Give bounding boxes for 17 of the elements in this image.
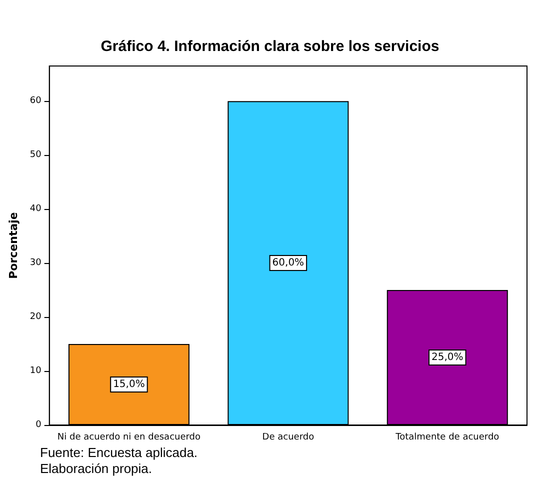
- y-tick-label: 0: [36, 420, 42, 430]
- y-axis-title: Porcentaje: [7, 212, 20, 279]
- y-tick-label: 10: [30, 366, 42, 376]
- x-tick-label: Ni de acuerdo ni en desacuerdo: [57, 432, 202, 442]
- y-tick-label: 60: [30, 96, 42, 106]
- x-tick-label: De acuerdo: [262, 432, 315, 442]
- chart-title: Gráfico 4. Información clara sobre los servicios: [100, 38, 440, 55]
- data-label: 15,0%: [113, 379, 145, 390]
- data-label: 25,0%: [432, 352, 464, 364]
- y-tick-label: 30: [30, 258, 42, 268]
- y-tick-label: 50: [30, 150, 42, 160]
- y-tick-label: 40: [30, 204, 42, 214]
- y-tick-label: 20: [30, 312, 42, 322]
- source-note: Fuente: Encuesta aplicada.: [40, 445, 198, 460]
- data-label: 60,0%: [272, 258, 304, 269]
- x-tick-label: Totalmente de acuerdo: [394, 432, 500, 442]
- text: Elaboración propia.: [40, 461, 152, 476]
